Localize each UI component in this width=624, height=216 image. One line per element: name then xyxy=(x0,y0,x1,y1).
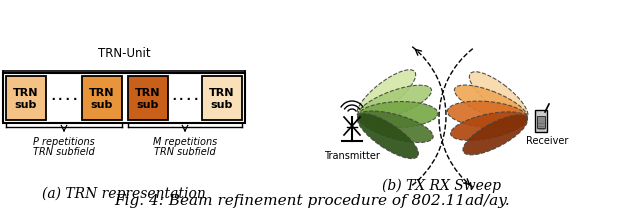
Text: Transmitter: Transmitter xyxy=(324,151,380,161)
Text: ....: .... xyxy=(49,89,79,103)
Bar xyxy=(3,73,245,123)
Ellipse shape xyxy=(358,85,432,120)
Ellipse shape xyxy=(463,115,527,155)
Text: ....: .... xyxy=(170,89,200,103)
Text: TRN: TRN xyxy=(89,88,115,98)
Text: TRN: TRN xyxy=(13,88,39,98)
Bar xyxy=(82,76,122,120)
Text: TRN: TRN xyxy=(135,88,161,98)
Text: TRN-Unit: TRN-Unit xyxy=(98,47,150,60)
Ellipse shape xyxy=(358,102,438,128)
Text: TRN: TRN xyxy=(209,88,235,98)
Text: M repetitions: M repetitions xyxy=(153,137,217,147)
Text: P repetitions: P repetitions xyxy=(33,137,95,147)
Ellipse shape xyxy=(357,70,416,118)
Text: sub: sub xyxy=(211,100,233,110)
Bar xyxy=(128,76,168,120)
Text: TRN subfield: TRN subfield xyxy=(154,147,216,157)
Text: TRN subfield: TRN subfield xyxy=(33,147,95,157)
Text: sub: sub xyxy=(91,100,113,110)
Ellipse shape xyxy=(451,112,527,140)
Bar xyxy=(6,76,46,120)
Text: (a) TRN representation: (a) TRN representation xyxy=(42,187,206,201)
Ellipse shape xyxy=(358,114,419,159)
Ellipse shape xyxy=(358,111,433,143)
Bar xyxy=(537,116,545,128)
Ellipse shape xyxy=(454,85,527,122)
Ellipse shape xyxy=(469,72,528,120)
Text: sub: sub xyxy=(137,100,159,110)
Bar xyxy=(202,76,242,120)
Text: Receiver: Receiver xyxy=(526,136,568,146)
Text: sub: sub xyxy=(15,100,37,110)
Text: (b) TX RX Sweep: (b) TX RX Sweep xyxy=(383,179,502,193)
Bar xyxy=(535,110,547,132)
Text: Fig. 4: Beam refinement procedure of 802.11ad/ay.: Fig. 4: Beam refinement procedure of 802… xyxy=(114,194,510,208)
Ellipse shape xyxy=(447,101,527,128)
